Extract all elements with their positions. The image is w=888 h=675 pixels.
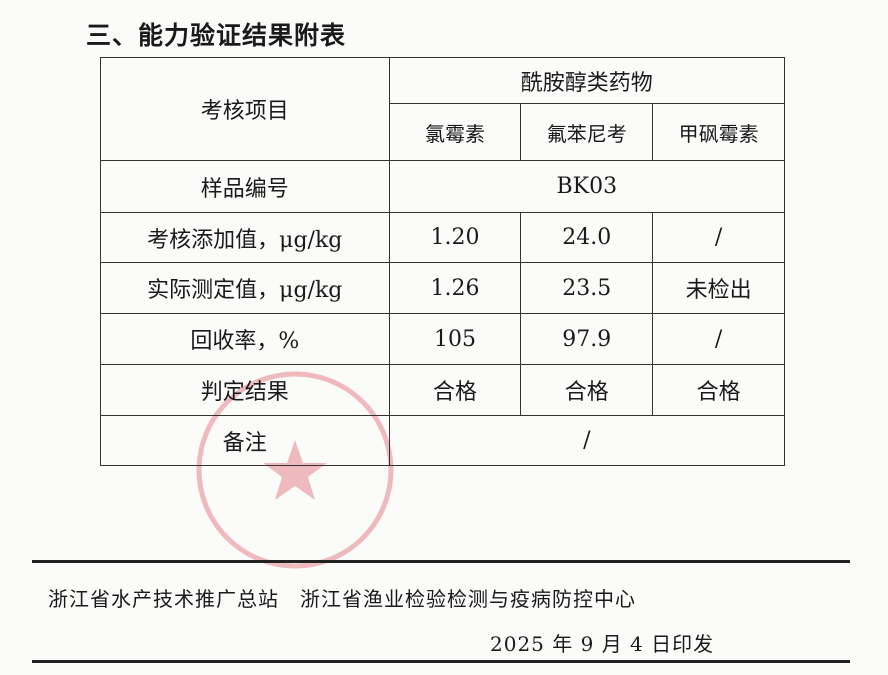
table-row: 判定结果 合格 合格 合格 (100, 364, 785, 416)
cell: / (652, 212, 785, 263)
divider-top (32, 560, 850, 563)
table-row: 实际测定值，μg/kg 1.26 23.5 未检出 (100, 262, 785, 314)
drug-header: 氯霉素 (388, 103, 522, 161)
cell: 合格 (388, 364, 522, 416)
cell: 1.20 (388, 212, 522, 263)
section-title: 三、能力验证结果附表 (86, 21, 347, 50)
row-label: 回收率，% (100, 313, 390, 365)
table-row: 回收率，% 105 97.9 / (100, 313, 785, 365)
remark-value: / (388, 415, 786, 466)
cell: 未检出 (652, 262, 785, 314)
remark-label: 备注 (100, 415, 390, 466)
row-label: 实际测定值，μg/kg (100, 262, 390, 314)
item-header: 考核项目 (100, 57, 390, 161)
cell: 合格 (520, 364, 654, 416)
drug-header: 甲砜霉素 (652, 103, 785, 161)
results-table: 考核项目 酰胺醇类药物 氯霉素 氟苯尼考 甲砜霉素 样品编号 BK03 考核添加… (100, 57, 786, 466)
sample-label: 样品编号 (100, 160, 390, 213)
drug-header: 氟苯尼考 (520, 103, 654, 161)
row-label: 考核添加值，μg/kg (100, 212, 390, 263)
cell: 23.5 (520, 262, 654, 314)
issue-date: 2025 年 9 月 4 日印发 (490, 632, 715, 656)
issuers: 浙江省水产技术推广总站 浙江省渔业检验检测与疫病防控中心 (48, 587, 636, 611)
cell: 97.9 (520, 313, 654, 365)
divider-bottom (32, 660, 850, 663)
cell: 合格 (652, 364, 785, 416)
cell: 1.26 (388, 262, 522, 314)
group-header: 酰胺醇类药物 (388, 57, 786, 104)
cell: / (652, 313, 785, 365)
table-row: 考核添加值，μg/kg 1.20 24.0 / (100, 212, 785, 263)
sample-id: BK03 (388, 160, 786, 213)
cell: 24.0 (520, 212, 654, 263)
row-label: 判定结果 (100, 364, 390, 416)
cell: 105 (388, 313, 522, 365)
